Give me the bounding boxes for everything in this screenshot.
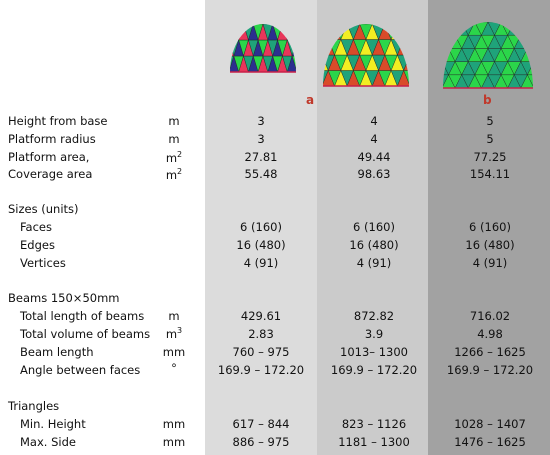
dome-facet — [287, 24, 296, 41]
row-label-total-length: Total length of beams — [20, 309, 145, 323]
row-unit-angle: ° — [171, 361, 177, 375]
row-label-coverage: Coverage area — [8, 167, 93, 181]
row-label-total-volume: Total volume of beams — [20, 327, 151, 341]
value-b-faces: 6 (160) — [353, 220, 395, 234]
dome-facet — [230, 24, 235, 41]
row-unit-height: m — [168, 114, 180, 128]
dome-facet — [403, 70, 409, 86]
value-c-coverage: 154.11 — [469, 167, 511, 181]
row-unit-total-volume: m3 — [165, 326, 183, 341]
value-c-max-side: 1476 – 1625 — [454, 435, 526, 449]
dome-facet — [443, 34, 449, 49]
value-c-radius: 5 — [486, 132, 494, 146]
dome-facet — [323, 24, 335, 41]
value-c-faces: 6 (160) — [469, 220, 511, 234]
value-b-coverage: 98.63 — [357, 167, 391, 181]
value-a-beam-length: 760 – 975 — [232, 345, 290, 359]
dome-facet — [527, 34, 533, 49]
dome-facet — [443, 22, 449, 36]
row-unit-radius: m — [168, 132, 180, 146]
value-a-edges: 16 (480) — [236, 238, 286, 252]
section-title-beams: Beams 150×50mm — [8, 291, 120, 305]
dome-facet — [527, 22, 533, 36]
value-b-height: 4 — [370, 114, 378, 128]
dome-facet — [527, 74, 533, 88]
row-unit-total-length: m — [168, 309, 180, 323]
value-b-edges: 16 (480) — [349, 238, 399, 252]
value-b-total-length: 872.82 — [353, 309, 395, 323]
dome-facet — [323, 39, 329, 56]
row-label-height: Height from base — [8, 114, 108, 128]
value-a-height: 3 — [257, 114, 265, 128]
value-c-vertices: 4 (91) — [472, 256, 508, 270]
value-a-area: 27.81 — [244, 150, 278, 164]
value-b-beam-length: 1013– 1300 — [340, 345, 408, 359]
value-a-faces: 6 (160) — [240, 220, 282, 234]
value-c-beam-length: 1266 – 1625 — [454, 345, 526, 359]
dome-facet — [291, 24, 296, 41]
row-label-radius: Platform radius — [8, 132, 96, 146]
row-label-max-side: Max. Side — [20, 435, 76, 449]
value-c-height: 5 — [486, 114, 494, 128]
dome-facet — [327, 24, 342, 40]
value-b-radius: 4 — [370, 132, 378, 146]
dome-facet — [230, 24, 239, 41]
dome-facet — [520, 22, 533, 36]
value-c-min-height: 1028 – 1407 — [454, 417, 526, 431]
dome-facet — [291, 55, 296, 72]
value-b-vertices: 4 (91) — [356, 256, 392, 270]
row-unit-max-side: mm — [162, 435, 186, 449]
value-a-radius: 3 — [257, 132, 265, 146]
value-a-total-volume: 2.83 — [248, 327, 274, 341]
dome-facet — [513, 22, 528, 36]
column-label-a: a — [306, 93, 315, 107]
row-label-beam-length: Beam length — [20, 345, 94, 359]
row-label-edges: Edges — [20, 238, 55, 252]
value-b-area: 49.44 — [357, 150, 391, 164]
value-c-angle: 169.9 – 172.20 — [446, 363, 534, 377]
dome-image-a — [230, 24, 296, 73]
column-label-b: b — [483, 93, 492, 107]
value-c-total-length: 716.02 — [469, 309, 511, 323]
dome-facet — [403, 24, 409, 40]
column-a-background — [205, 0, 317, 455]
value-a-min-height: 617 – 844 — [232, 417, 290, 431]
value-b-total-volume: 3.9 — [364, 327, 384, 341]
dome-image-c — [443, 22, 533, 89]
section-title-triangles: Triangles — [8, 399, 60, 413]
dome-facet — [403, 39, 409, 56]
dome-facet — [448, 22, 463, 36]
value-c-area: 77.25 — [473, 150, 507, 164]
value-a-max-side: 886 – 975 — [232, 435, 290, 449]
row-unit-area: m2 — [165, 150, 183, 165]
value-a-vertices: 4 (91) — [243, 256, 279, 270]
dome-facet — [443, 22, 456, 36]
dome-facet — [507, 22, 522, 36]
value-a-angle: 169.9 – 172.20 — [217, 363, 305, 377]
row-label-min-height: Min. Height — [20, 417, 86, 431]
dome-facet — [454, 22, 469, 36]
row-unit-min-height: mm — [162, 417, 186, 431]
row-label-area: Platform area, — [8, 150, 90, 164]
row-label-faces: Faces — [20, 220, 52, 234]
dome-facet — [390, 24, 405, 40]
dome-facet — [291, 39, 296, 57]
dome-facet — [323, 24, 329, 40]
section-title-sizes: Sizes (units) — [8, 202, 79, 216]
dome-facet — [527, 61, 533, 75]
row-unit-beam-length: mm — [162, 345, 186, 359]
value-a-coverage: 55.48 — [244, 167, 278, 181]
value-b-min-height: 823 – 1126 — [341, 417, 407, 431]
dome-image-b — [323, 24, 409, 87]
value-b-angle: 169.9 – 172.20 — [330, 363, 418, 377]
value-c-edges: 16 (480) — [465, 238, 515, 252]
dome-facet — [397, 24, 409, 41]
row-label-angle: Angle between faces — [20, 363, 141, 377]
value-c-total-volume: 4.98 — [477, 327, 503, 341]
row-label-vertices: Vertices — [20, 256, 66, 270]
row-unit-coverage: m2 — [165, 167, 183, 182]
value-b-max-side: 1181 – 1300 — [338, 435, 410, 449]
value-a-total-length: 429.61 — [240, 309, 282, 323]
